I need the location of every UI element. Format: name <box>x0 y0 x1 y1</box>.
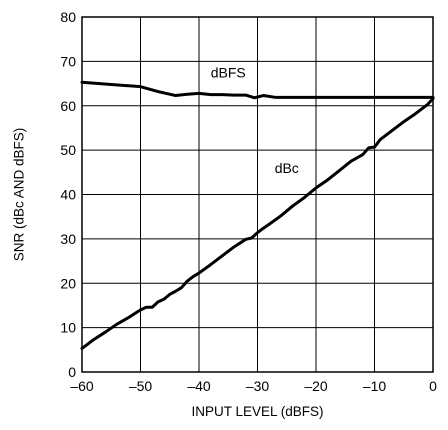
plot-frame <box>81 16 434 373</box>
y-axis-title: SNR (dBc AND dBFS) <box>12 128 27 262</box>
series-labels: dBFS dBc <box>211 64 299 175</box>
x-tick-label: –60 <box>70 378 94 394</box>
y-tick-label: 30 <box>60 231 76 247</box>
series-lines <box>80 80 435 350</box>
x-axis-title: INPUT LEVEL (dBFS) <box>191 404 323 419</box>
x-tick-label: –30 <box>246 378 270 394</box>
y-tick-label: 0 <box>68 364 76 380</box>
y-tick-label: 10 <box>60 320 76 336</box>
grid-lines <box>82 17 433 372</box>
series-label-dbc: dBc <box>275 160 299 176</box>
y-tick-label: 20 <box>60 275 76 291</box>
y-tick-label: 80 <box>60 9 76 25</box>
x-tick-label: –50 <box>129 378 153 394</box>
series-line-dbc <box>80 97 435 350</box>
x-tick-label: –40 <box>187 378 211 394</box>
x-tick-label: 0 <box>429 378 437 394</box>
y-tick-label: 40 <box>60 187 76 203</box>
plot-border <box>81 16 434 373</box>
y-tick-label: 70 <box>60 53 76 69</box>
tick-labels: –60 –50 –40 –30 –20 –10 0 0 10 20 30 40 50 60 70 80 <box>60 9 437 394</box>
x-tick-label: –20 <box>304 378 328 394</box>
y-tick-label: 50 <box>60 142 76 158</box>
series-label-dbfs: dBFS <box>211 64 246 80</box>
y-tick-label: 60 <box>60 98 76 114</box>
x-tick-label: –10 <box>363 378 387 394</box>
series-line-dbfs <box>80 80 435 100</box>
